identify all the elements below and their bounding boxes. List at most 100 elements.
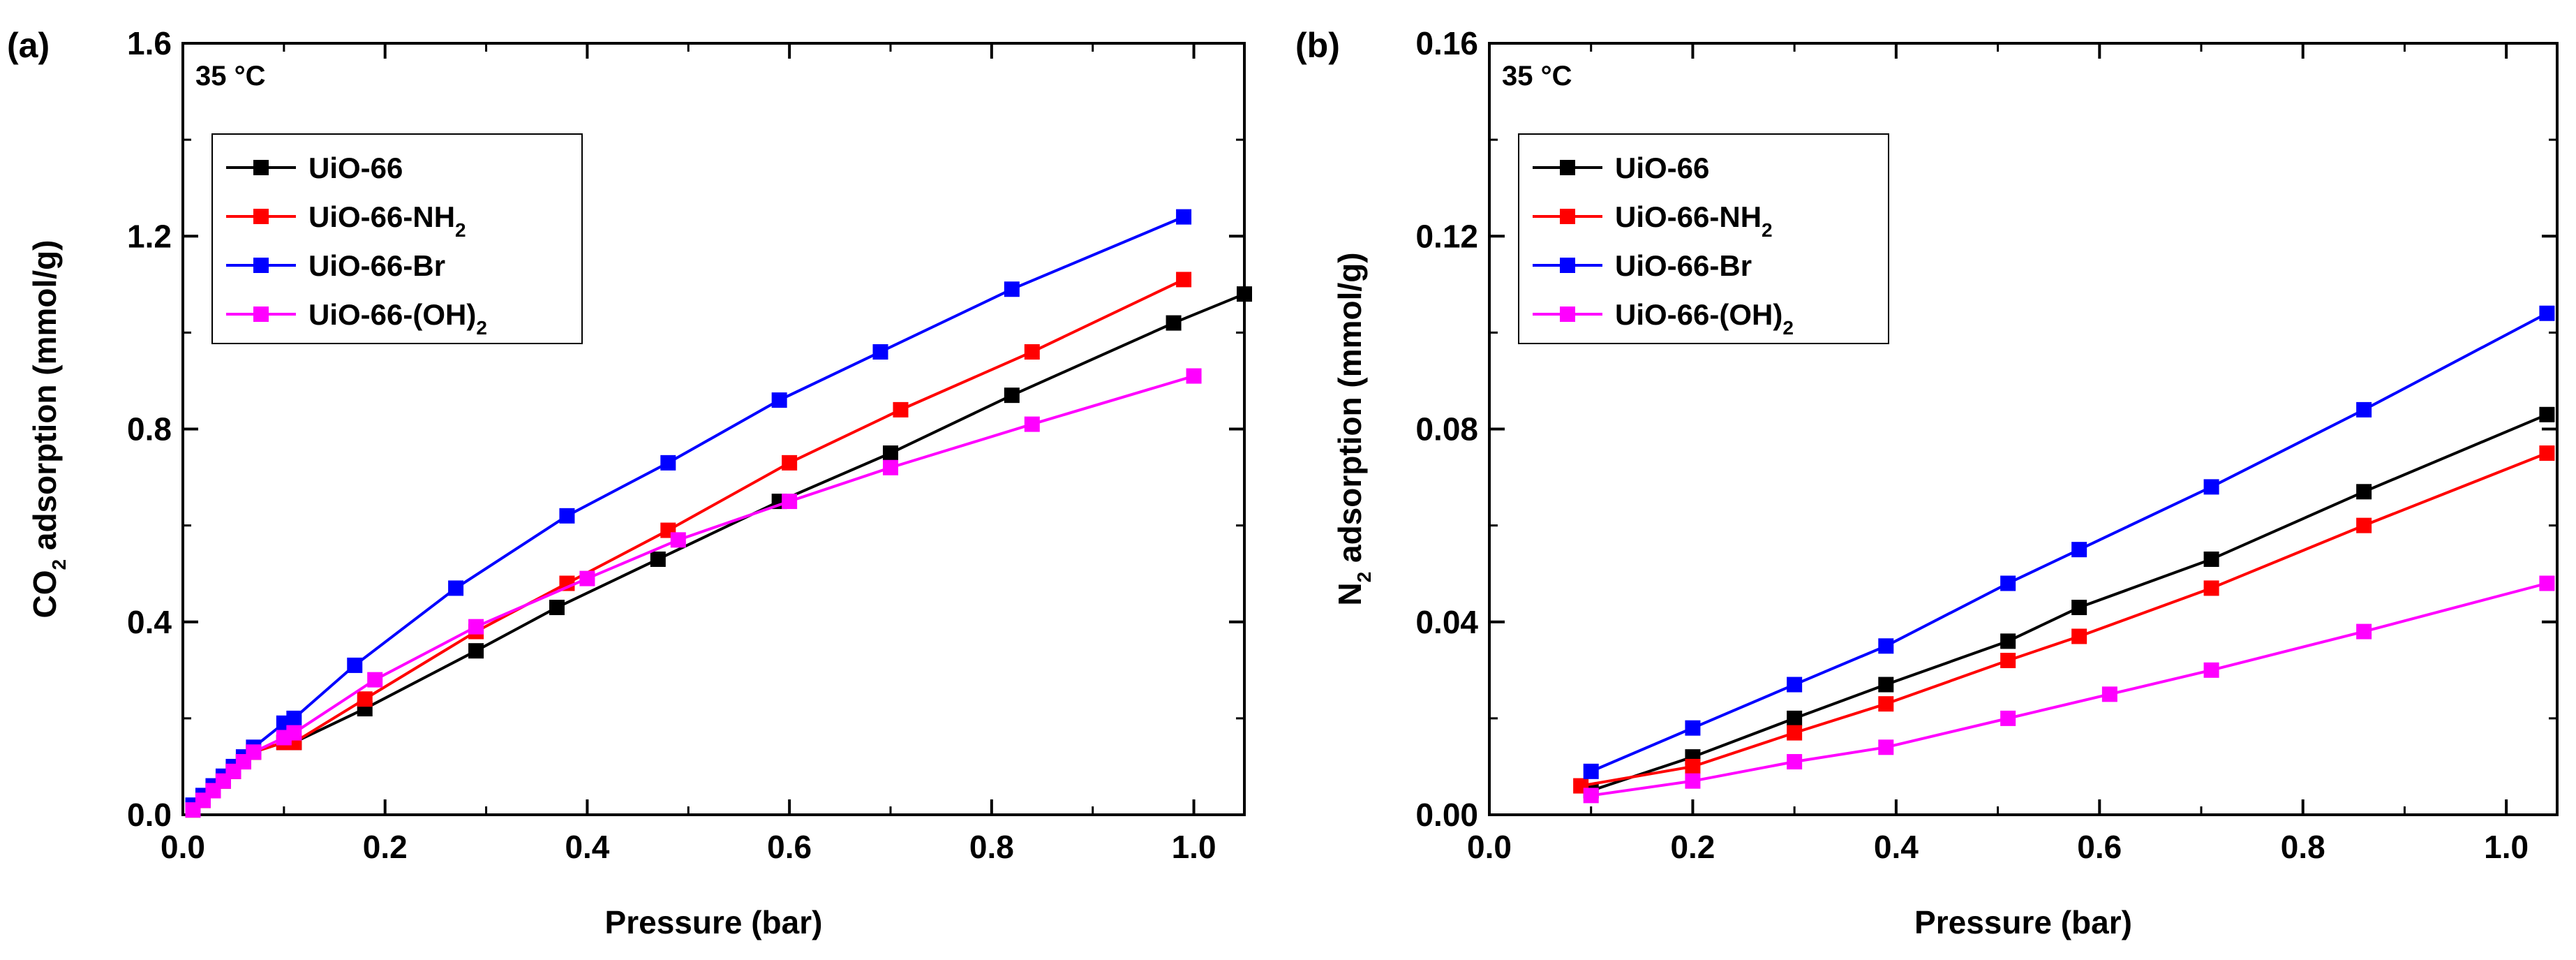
- legend-label: UiO-66-Br: [308, 249, 445, 282]
- legend-label: UiO-66-(OH)2: [1615, 298, 1794, 339]
- series-line: [192, 293, 1245, 811]
- data-point: [1004, 387, 1020, 404]
- data-point: [1583, 763, 1599, 779]
- legend-label: UiO-66-(OH)2: [308, 298, 487, 339]
- legend-item: UiO-66-(OH)2: [226, 298, 487, 339]
- legend-label: UiO-66: [308, 152, 403, 184]
- y-tick-label: 0.00: [1415, 797, 1478, 833]
- data-point: [559, 575, 575, 591]
- legend-marker: [253, 209, 269, 224]
- chart-panel-a: (a) 0.0 0.2 0.4 0.6 0.8 1.0 0.0 0.4 0.8 1.2 1.6 Pres…: [7, 25, 1252, 940]
- y-axis-title: CO2 adsorption (mmol/g): [27, 240, 70, 619]
- data-point: [782, 494, 798, 510]
- legend-label-subscript: 2: [1762, 219, 1773, 241]
- legend-label-subscript: 2: [476, 317, 487, 339]
- legend-marker: [1560, 258, 1575, 273]
- x-tick-label: 0.8: [969, 829, 1014, 865]
- y-tick-label: 1.6: [127, 25, 172, 61]
- series-1: [1573, 445, 2555, 794]
- data-point: [2203, 580, 2219, 596]
- y-axis-title-main: N: [1332, 582, 1368, 605]
- x-tick-label: 0.4: [565, 829, 609, 865]
- legend-label-subscript: 2: [455, 219, 466, 241]
- data-point: [2356, 484, 2372, 500]
- data-point: [2539, 305, 2555, 321]
- data-point: [660, 455, 676, 471]
- legend-label: UiO-66-NH2: [308, 200, 466, 241]
- legend-label: UiO-66-Br: [1615, 249, 1752, 282]
- data-point: [670, 532, 686, 548]
- series-3: [185, 368, 1202, 818]
- x-tick-label: 0.6: [2077, 829, 2122, 865]
- legend-item: UiO-66: [1533, 152, 1709, 184]
- x-tick-label: 0.4: [1874, 829, 1919, 865]
- data-point: [1004, 281, 1020, 297]
- data-point: [2356, 623, 2372, 640]
- data-point: [549, 600, 565, 616]
- data-point: [2539, 406, 2555, 422]
- data-point: [771, 392, 787, 408]
- y-tick-label: 0.08: [1415, 411, 1478, 448]
- series-3: [1583, 575, 2555, 804]
- x-tick-label: 0.0: [161, 829, 205, 865]
- legend-item: UiO-66-Br: [1533, 249, 1752, 282]
- y-tick-label: 0.0: [127, 797, 172, 833]
- legend-marker: [1560, 160, 1575, 175]
- x-tick-label: 1.0: [1172, 829, 1216, 865]
- legend-label-subscript: 2: [1782, 317, 1794, 339]
- data-point: [2000, 633, 2016, 649]
- y-axis-title: N2 adsorption (mmol/g): [1332, 252, 1375, 605]
- x-tick-label: 0.8: [2281, 829, 2325, 865]
- data-point: [1787, 754, 1803, 770]
- data-point: [2071, 542, 2087, 558]
- y-axis-title-rest: adsorption (mmol/g): [1332, 252, 1368, 571]
- x-tick-label: 0.2: [1670, 829, 1715, 865]
- data-point: [367, 672, 383, 688]
- y-tick-label: 0.8: [127, 411, 172, 448]
- x-axis-title: Pressure (bar): [1914, 904, 2132, 940]
- data-point: [883, 445, 898, 461]
- x-axis-title: Pressure (bar): [605, 904, 823, 940]
- data-point: [286, 725, 302, 741]
- legend-label-main: UiO-66-(OH): [308, 298, 476, 331]
- series-line: [1580, 452, 2548, 788]
- legend: UiO-66 UiO-66-NH2 UiO-66-Br UiO-66-(OH)2: [1518, 133, 1889, 344]
- legend-label-main: UiO-66: [308, 152, 403, 184]
- data-point: [2000, 710, 2016, 726]
- data-point: [1176, 272, 1192, 288]
- y-tick-label: 0.16: [1415, 25, 1478, 61]
- data-point: [2000, 653, 2016, 668]
- data-point: [2203, 662, 2219, 678]
- data-point: [1787, 725, 1803, 741]
- legend-item: UiO-66-Br: [226, 249, 445, 282]
- series-line: [192, 374, 1195, 811]
- legend-item: UiO-66: [226, 152, 403, 184]
- y-axis-title-main: CO: [27, 570, 63, 619]
- chart-panel-b: (b) 0.0 0.2 0.4 0.6 0.8 1.0 0.00 0.04 0.08 0.12 0.1…: [1295, 25, 2559, 940]
- legend-label: UiO-66-NH2: [1615, 200, 1773, 241]
- data-point: [1685, 758, 1701, 774]
- data-point: [1878, 677, 1894, 693]
- legend-label-main: UiO-66-Br: [1615, 249, 1752, 282]
- data-point: [2539, 575, 2555, 591]
- legend-item: UiO-66-(OH)2: [1533, 298, 1794, 339]
- data-point: [883, 459, 898, 475]
- series-0: [185, 286, 1252, 818]
- data-point: [2356, 401, 2372, 418]
- y-axis-title-subscript: 2: [48, 559, 70, 570]
- data-point: [2356, 517, 2372, 533]
- data-point: [893, 401, 909, 418]
- data-point: [1176, 209, 1192, 225]
- data-point: [2071, 600, 2087, 616]
- temperature-annotation: 35 °C: [1502, 61, 1572, 91]
- x-tick-label: 1.0: [2484, 829, 2529, 865]
- data-point: [468, 619, 484, 635]
- data-point: [1186, 368, 1202, 384]
- legend-label-main: UiO-66-Br: [308, 249, 445, 282]
- data-point: [1024, 344, 1040, 360]
- data-point: [1583, 788, 1599, 804]
- legend-marker: [253, 160, 269, 175]
- data-point: [246, 744, 262, 760]
